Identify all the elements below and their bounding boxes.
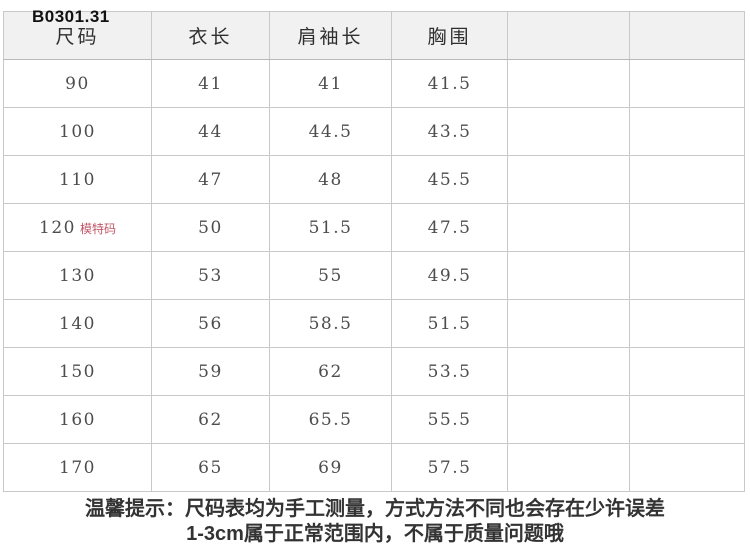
size-chart-table: 尺码 衣长 肩袖长 胸围 90 41 41 41.5 100 44 44.5 43.5 110 47 48 4… (3, 11, 745, 492)
shoulder-sleeve-cell: 51.5 (269, 203, 392, 252)
chest-cell: 45.5 (391, 155, 508, 204)
product-code-watermark: B0301.31 (32, 7, 110, 26)
size-value: 100 (59, 121, 96, 142)
length-cell: 62 (151, 395, 270, 444)
empty-cell (629, 107, 745, 156)
header-row: 尺码 衣长 肩袖长 胸围 (3, 11, 745, 60)
empty-cell (629, 203, 745, 252)
size-cell: 130 (3, 251, 152, 300)
chest-cell: 47.5 (391, 203, 508, 252)
table-row: 100 44 44.5 43.5 (3, 107, 745, 156)
model-size-tag: 模特码 (79, 221, 116, 236)
note-line-1: 温馨提示：尺码表均为手工测量，方式方法不同也会存在少许误差 (85, 498, 665, 520)
empty-cell (629, 251, 745, 300)
empty-cell (507, 347, 630, 396)
empty-cell (507, 203, 630, 252)
chest-cell: 49.5 (391, 251, 508, 300)
size-value: 90 (65, 73, 90, 94)
table-row: 160 62 65.5 55.5 (3, 395, 745, 444)
size-cell: 150 (3, 347, 152, 396)
size-cell: 120 模特码 (3, 203, 152, 252)
empty-cell (507, 59, 630, 108)
shoulder-sleeve-cell: 58.5 (269, 299, 392, 348)
header-cell-empty (629, 11, 745, 60)
size-cell: 90 (3, 59, 152, 108)
empty-cell (629, 59, 745, 108)
chest-cell: 43.5 (391, 107, 508, 156)
empty-cell (507, 251, 630, 300)
empty-cell (507, 155, 630, 204)
empty-cell (507, 299, 630, 348)
shoulder-sleeve-cell: 41 (269, 59, 392, 108)
table-row: 170 65 69 57.5 (3, 443, 745, 492)
length-cell: 59 (151, 347, 270, 396)
header-cell: 尺码 (3, 11, 152, 60)
size-value: 120 (39, 217, 76, 238)
table-row: 130 53 55 49.5 (3, 251, 745, 300)
length-cell: 50 (151, 203, 270, 252)
note-line-2: 1-3cm属于正常范围内，不属于质量问题哦 (186, 523, 564, 545)
length-cell: 41 (151, 59, 270, 108)
header-cell: 胸围 (391, 11, 508, 60)
size-value: 140 (59, 313, 96, 334)
empty-cell (629, 443, 745, 492)
size-cell: 100 (3, 107, 152, 156)
length-cell: 65 (151, 443, 270, 492)
size-cell: 160 (3, 395, 152, 444)
chest-cell: 55.5 (391, 395, 508, 444)
table-row: 140 56 58.5 51.5 (3, 299, 745, 348)
chest-cell: 57.5 (391, 443, 508, 492)
size-cell: 140 (3, 299, 152, 348)
empty-cell (507, 395, 630, 444)
measurement-note: 温馨提示：尺码表均为手工测量，方式方法不同也会存在少许误差 1-3cm属于正常范… (0, 497, 750, 547)
table-row: 150 59 62 53.5 (3, 347, 745, 396)
shoulder-sleeve-cell: 48 (269, 155, 392, 204)
size-cell: 170 (3, 443, 152, 492)
empty-cell (507, 107, 630, 156)
header-cell-empty (507, 11, 630, 60)
shoulder-sleeve-cell: 44.5 (269, 107, 392, 156)
length-cell: 53 (151, 251, 270, 300)
size-value: 170 (59, 457, 96, 478)
empty-cell (629, 299, 745, 348)
chest-cell: 51.5 (391, 299, 508, 348)
length-cell: 47 (151, 155, 270, 204)
size-cell: 110 (3, 155, 152, 204)
table-row: 110 47 48 45.5 (3, 155, 745, 204)
size-value: 110 (59, 169, 96, 190)
shoulder-sleeve-cell: 55 (269, 251, 392, 300)
header-cell: 肩袖长 (269, 11, 392, 60)
header-cell: 衣长 (151, 11, 270, 60)
shoulder-sleeve-cell: 65.5 (269, 395, 392, 444)
chest-cell: 53.5 (391, 347, 508, 396)
empty-cell (507, 443, 630, 492)
chest-cell: 41.5 (391, 59, 508, 108)
length-cell: 44 (151, 107, 270, 156)
empty-cell (629, 347, 745, 396)
size-value: 130 (59, 265, 96, 286)
size-value: 150 (59, 361, 96, 382)
empty-cell (629, 395, 745, 444)
table-row: 120 模特码 50 51.5 47.5 (3, 203, 745, 252)
shoulder-sleeve-cell: 62 (269, 347, 392, 396)
shoulder-sleeve-cell: 69 (269, 443, 392, 492)
table-row: 90 41 41 41.5 (3, 59, 745, 108)
empty-cell (629, 155, 745, 204)
length-cell: 56 (151, 299, 270, 348)
size-value: 160 (59, 409, 96, 430)
